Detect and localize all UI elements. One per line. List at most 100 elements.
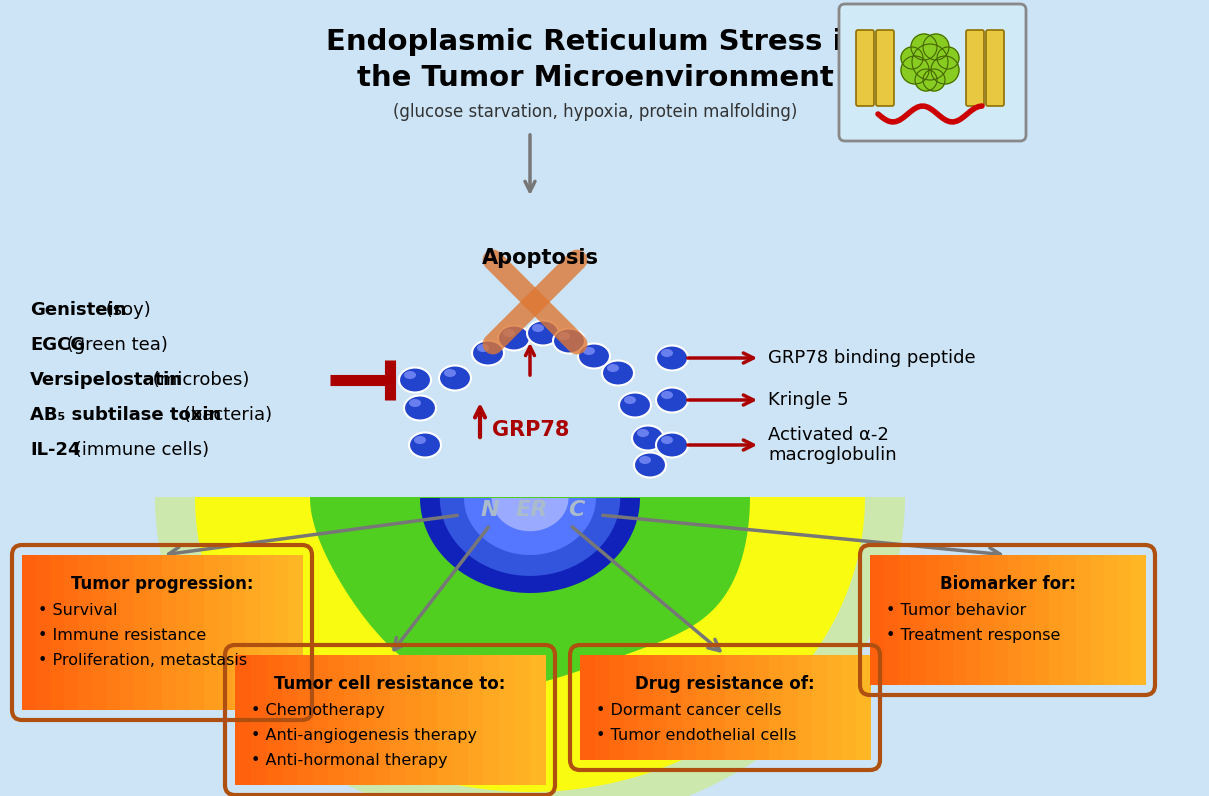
Bar: [938, 555, 954, 685]
Bar: [1091, 555, 1105, 685]
Text: IL-24: IL-24: [30, 441, 81, 459]
Bar: [1035, 555, 1049, 685]
Ellipse shape: [640, 456, 650, 464]
Circle shape: [912, 34, 937, 60]
Bar: [218, 555, 233, 710]
Bar: [204, 555, 219, 710]
Text: GRP78 binding peptide: GRP78 binding peptide: [768, 349, 976, 367]
Bar: [232, 555, 247, 710]
Text: Drug resistance of:: Drug resistance of:: [635, 675, 815, 693]
Text: N: N: [481, 500, 499, 520]
Text: EGCG: EGCG: [30, 336, 86, 354]
Ellipse shape: [578, 344, 611, 369]
Ellipse shape: [503, 329, 515, 337]
Polygon shape: [155, 497, 906, 796]
Bar: [288, 555, 303, 710]
Text: AB₅ subtilase toxin: AB₅ subtilase toxin: [30, 406, 221, 424]
Text: (green tea): (green tea): [62, 336, 168, 354]
Bar: [312, 655, 329, 785]
Ellipse shape: [444, 369, 456, 377]
Circle shape: [937, 47, 959, 69]
Text: Tumor progression:: Tumor progression:: [71, 575, 253, 593]
Text: C: C: [568, 500, 584, 520]
Ellipse shape: [527, 321, 559, 345]
Bar: [260, 555, 274, 710]
Bar: [436, 655, 453, 785]
FancyBboxPatch shape: [987, 30, 1003, 106]
Bar: [624, 655, 640, 760]
Text: GRP78: GRP78: [492, 420, 569, 440]
Bar: [966, 555, 980, 685]
Bar: [282, 655, 297, 785]
Circle shape: [901, 47, 922, 69]
Text: • Chemotherapy: • Chemotherapy: [251, 703, 384, 718]
Bar: [769, 655, 783, 760]
Bar: [1104, 555, 1118, 685]
Text: (glucose starvation, hypoxia, protein malfolding): (glucose starvation, hypoxia, protein ma…: [393, 103, 797, 121]
Bar: [36, 555, 51, 710]
Bar: [147, 555, 163, 710]
Bar: [120, 555, 135, 710]
Bar: [912, 555, 926, 685]
Ellipse shape: [498, 326, 530, 350]
Bar: [134, 555, 149, 710]
Ellipse shape: [632, 426, 664, 451]
Text: Biomarker for:: Biomarker for:: [939, 575, 1076, 593]
Bar: [421, 655, 438, 785]
Bar: [682, 655, 698, 760]
Bar: [79, 555, 93, 710]
Bar: [162, 555, 177, 710]
Bar: [897, 555, 913, 685]
Ellipse shape: [661, 391, 673, 399]
Ellipse shape: [607, 364, 619, 372]
Ellipse shape: [634, 452, 666, 478]
Text: Activated α-2
macroglobulin: Activated α-2 macroglobulin: [768, 426, 897, 464]
Ellipse shape: [656, 345, 688, 370]
Bar: [64, 555, 79, 710]
Text: (microbes): (microbes): [147, 371, 249, 389]
Bar: [870, 555, 885, 685]
Bar: [1117, 555, 1133, 685]
Circle shape: [922, 69, 945, 91]
Bar: [798, 655, 812, 760]
Bar: [405, 655, 422, 785]
Bar: [328, 655, 345, 785]
Bar: [667, 655, 683, 760]
Bar: [359, 655, 376, 785]
Ellipse shape: [559, 332, 569, 340]
Bar: [638, 655, 654, 760]
Bar: [50, 555, 65, 710]
Circle shape: [901, 56, 929, 84]
Bar: [297, 655, 313, 785]
Bar: [856, 655, 870, 760]
Bar: [250, 655, 267, 785]
Ellipse shape: [472, 341, 504, 365]
Ellipse shape: [532, 324, 544, 332]
Bar: [484, 655, 499, 785]
Text: the Tumor Microenvironment: the Tumor Microenvironment: [357, 64, 833, 92]
Ellipse shape: [399, 368, 430, 392]
Bar: [711, 655, 725, 760]
Ellipse shape: [661, 436, 673, 444]
Text: • Tumor endothelial cells: • Tumor endothelial cells: [596, 728, 797, 743]
Polygon shape: [420, 498, 640, 593]
Bar: [740, 655, 754, 760]
Bar: [580, 655, 596, 760]
Ellipse shape: [478, 344, 488, 352]
Ellipse shape: [624, 396, 636, 404]
Bar: [468, 655, 484, 785]
Polygon shape: [492, 498, 568, 531]
Circle shape: [922, 34, 949, 60]
Polygon shape: [464, 498, 596, 555]
Bar: [1048, 555, 1064, 685]
Circle shape: [912, 44, 948, 80]
Ellipse shape: [553, 329, 585, 353]
Bar: [827, 655, 841, 760]
Bar: [841, 655, 856, 760]
Bar: [812, 655, 827, 760]
Text: • Anti-hormonal therapy: • Anti-hormonal therapy: [251, 753, 447, 768]
Bar: [1076, 555, 1091, 685]
Text: Genistein: Genistein: [30, 301, 127, 319]
FancyBboxPatch shape: [856, 30, 874, 106]
FancyBboxPatch shape: [839, 4, 1026, 141]
